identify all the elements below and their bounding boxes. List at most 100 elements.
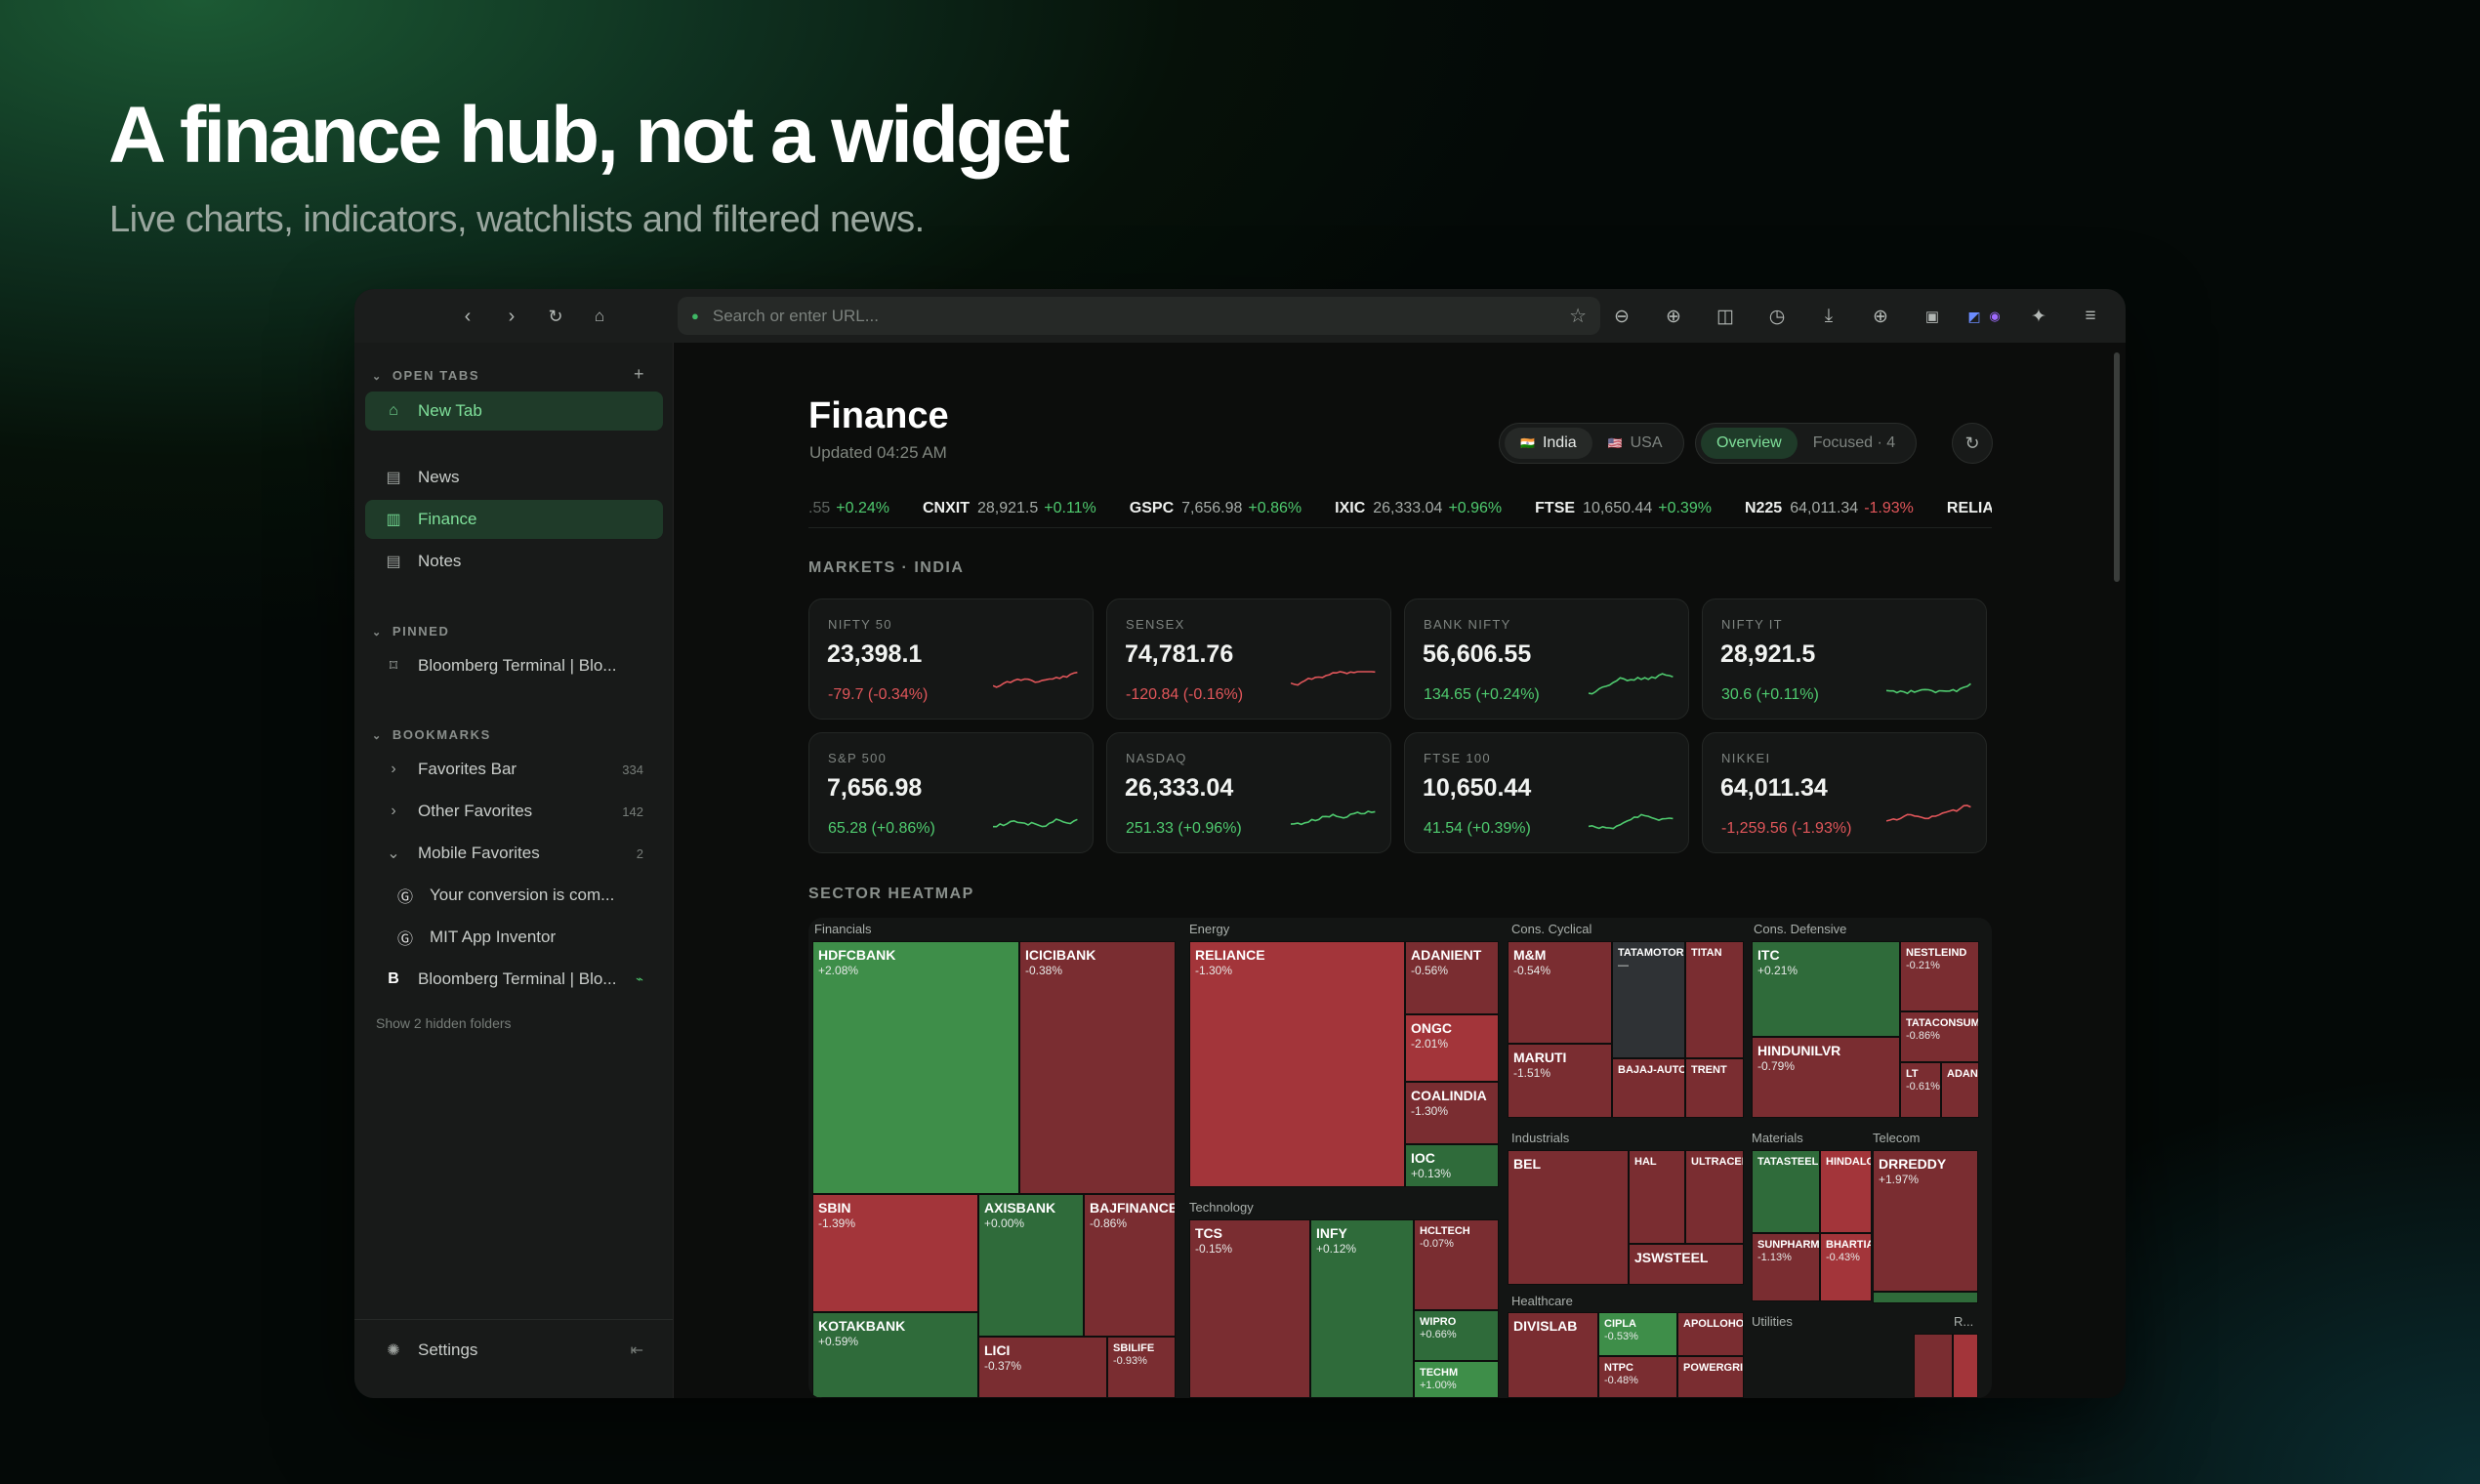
open-tabs-header[interactable]: ⌄ OPEN TABS xyxy=(372,368,479,383)
star-icon[interactable]: ☆ xyxy=(1569,306,1587,327)
heatmap-tile[interactable]: CIPLA -0.53% xyxy=(1598,1312,1677,1356)
history-icon[interactable]: ◷ xyxy=(1768,306,1786,327)
scrollbar[interactable] xyxy=(2114,352,2120,582)
bookmark-item[interactable]: Ⓖ Your conversion is com... xyxy=(365,876,663,915)
heatmap-tile[interactable]: BAJAJ-AUTO xyxy=(1612,1058,1685,1118)
heatmap-tile[interactable]: MARUTI -1.51% xyxy=(1508,1044,1612,1118)
heatmap-tile[interactable]: BHARTIARTL-0.43% xyxy=(1820,1233,1872,1301)
heatmap-tile[interactable]: NESTLEIND -0.21% xyxy=(1900,941,1979,1011)
url-bar[interactable]: ● Search or enter URL... ☆ xyxy=(678,297,1600,335)
heatmap-tile[interactable]: TECHM +1.00% xyxy=(1414,1361,1499,1398)
profile-icon[interactable]: ◉ xyxy=(1989,309,2001,323)
menu-icon[interactable]: ≡ xyxy=(2085,306,2096,326)
ticker-item[interactable]: N225 64,011.34 -1.93% xyxy=(1745,500,1914,517)
zoom-out-icon[interactable]: ⊖ xyxy=(1614,306,1630,327)
heatmap-tile[interactable]: SBILIFE -0.93% xyxy=(1107,1337,1176,1398)
heatmap-tile[interactable] xyxy=(1953,1334,1978,1398)
heatmap-tile[interactable] xyxy=(1873,1292,1978,1303)
tab-icon[interactable]: ▣ xyxy=(1924,309,1940,325)
market-card[interactable]: NIFTY 50 23,398.1 -79.7 (-0.34%) xyxy=(808,598,1094,720)
bookmark-bloomberg[interactable]: B Bloomberg Terminal | Blo... ⌁ xyxy=(365,960,663,999)
heatmap-tile[interactable]: TATASTEEL xyxy=(1752,1150,1820,1233)
region-usa[interactable]: 🇺🇸 USA xyxy=(1592,428,1678,459)
heatmap-tile[interactable]: INFY +0.12% xyxy=(1310,1219,1414,1398)
ticker-item[interactable]: CNXIT 28,921.5 +0.11% xyxy=(923,500,1096,517)
market-card[interactable]: NASDAQ 26,333.04 251.33 (+0.96%) xyxy=(1106,732,1391,853)
heatmap-tile[interactable]: AXISBANK +0.00% xyxy=(978,1194,1084,1337)
ticker-item[interactable]: GSPC 7,656.98 +0.86% xyxy=(1130,500,1302,517)
market-card[interactable]: FTSE 100 10,650.44 41.54 (+0.39%) xyxy=(1404,732,1689,853)
view-focused[interactable]: Focused · 4 xyxy=(1812,434,1896,451)
bookmark-folder-mobile-favorites[interactable]: ⌄ Mobile Favorites 2 xyxy=(365,834,663,873)
heatmap-tile[interactable]: DIVISLAB xyxy=(1508,1312,1598,1398)
heatmap-tile[interactable]: DRREDDY +1.97% xyxy=(1873,1150,1978,1292)
tab-news[interactable]: ▤ News xyxy=(365,458,663,497)
market-card[interactable]: NIKKEI 64,011.34 -1,259.56 (-1.93%) xyxy=(1702,732,1987,853)
bookmark-item[interactable]: Ⓖ MIT App Inventor xyxy=(365,918,663,957)
bookmark-folder-other-favorites[interactable]: › Other Favorites 142 xyxy=(365,792,663,831)
heatmap-tile[interactable]: TITAN xyxy=(1685,941,1744,1058)
heatmap-tile[interactable]: ULTRACEMCO xyxy=(1685,1150,1744,1244)
heatmap-tile[interactable]: ADANIENT -0.56% xyxy=(1405,941,1499,1014)
heatmap-tile[interactable]: HINDUNILVR -0.79% xyxy=(1752,1037,1900,1118)
heatmap-tile[interactable]: APOLLOHOSP xyxy=(1677,1312,1744,1356)
bookmark-folder-favorites-bar[interactable]: › Favorites Bar 334 xyxy=(365,750,663,789)
heatmap-tile[interactable]: IOC +0.13% xyxy=(1405,1144,1499,1187)
refresh-icon[interactable]: ↻ xyxy=(1952,423,1993,464)
forward-icon[interactable]: › xyxy=(508,305,516,327)
extensions-icon[interactable]: ✦ xyxy=(2031,306,2046,327)
market-card[interactable]: NIFTY IT 28,921.5 30.6 (+0.11%) xyxy=(1702,598,1987,720)
tab-notes[interactable]: ▤ Notes xyxy=(365,542,663,581)
add-tab-icon[interactable]: + xyxy=(634,364,644,384)
market-card[interactable]: SENSEX 74,781.76 -120.84 (-0.16%) xyxy=(1106,598,1391,720)
heatmap-tile[interactable]: TRENT xyxy=(1685,1058,1744,1118)
heatmap-tile[interactable]: LICI -0.37% xyxy=(978,1337,1107,1398)
settings-item[interactable]: ✺ Settings ⇤ xyxy=(365,1331,663,1370)
heatmap-tile[interactable]: HDFCBANK +2.08% xyxy=(812,941,1019,1194)
region-india[interactable]: 🇮🇳 India xyxy=(1505,428,1592,459)
heatmap-tile[interactable]: TCS -0.15% xyxy=(1189,1219,1310,1398)
tab-finance[interactable]: ▥ Finance xyxy=(365,500,663,539)
heatmap-tile[interactable]: HINDALCO xyxy=(1820,1150,1872,1233)
zoom-in-icon[interactable]: ⊕ xyxy=(1666,306,1681,327)
heatmap-tile[interactable]: BAJFINANCE -0.86% xyxy=(1084,1194,1176,1337)
tab-new-tab[interactable]: ⌂ New Tab xyxy=(365,392,663,431)
pinned-item-bloomberg[interactable]: ⌑ Bloomberg Terminal | Blo... xyxy=(365,646,663,685)
heatmap-tile[interactable]: JSWSTEEL xyxy=(1629,1244,1744,1285)
bookmarks-header[interactable]: ⌄ BOOKMARKS xyxy=(372,727,491,742)
translate-icon[interactable]: ◩ xyxy=(1967,308,1981,324)
pinned-header[interactable]: ⌄ PINNED xyxy=(372,624,450,639)
heatmap-tile[interactable]: LT -0.61% xyxy=(1900,1062,1941,1118)
heatmap-tile[interactable]: BEL xyxy=(1508,1150,1629,1285)
heatmap-tile[interactable]: RELIANCE -1.30% xyxy=(1189,941,1405,1187)
view-overview[interactable]: Overview xyxy=(1701,428,1798,459)
ticker-item[interactable]: RELIANCE xyxy=(1947,500,1992,517)
market-card[interactable]: S&P 500 7,656.98 65.28 (+0.86%) xyxy=(808,732,1094,853)
heatmap-tile[interactable]: TATACONSUM -0.86% xyxy=(1900,1011,1979,1062)
heatmap-tile[interactable]: ITC +0.21% xyxy=(1752,941,1900,1037)
heatmap-tile[interactable]: ONGC -2.01% xyxy=(1405,1014,1499,1082)
heatmap-tile[interactable] xyxy=(1914,1334,1953,1398)
heatmap-tile[interactable]: HCLTECH -0.07% xyxy=(1414,1219,1499,1310)
ticker-item[interactable]: .55 +0.24% xyxy=(808,500,889,517)
heatmap-tile[interactable]: WIPRO +0.66% xyxy=(1414,1310,1499,1361)
heatmap-tile[interactable]: POWERGRID xyxy=(1677,1356,1744,1398)
ticker-item[interactable]: FTSE 10,650.44 +0.39% xyxy=(1535,500,1712,517)
show-hidden-folders[interactable]: Show 2 hidden folders xyxy=(376,1015,512,1031)
download-icon[interactable]: ⤓ xyxy=(1824,306,1834,326)
collapse-sidebar-icon[interactable]: ⇤ xyxy=(630,1342,643,1359)
heatmap-tile[interactable]: ADANIPORTS xyxy=(1941,1062,1979,1118)
add-icon[interactable]: ⊕ xyxy=(1873,306,1888,327)
heatmap-tile[interactable]: M&M -0.54% xyxy=(1508,941,1612,1044)
heatmap-tile[interactable]: ICICIBANK -0.38% xyxy=(1019,941,1176,1194)
market-card[interactable]: BANK NIFTY 56,606.55 134.65 (+0.24%) xyxy=(1404,598,1689,720)
heatmap-tile[interactable]: NTPC -0.48% xyxy=(1598,1356,1677,1398)
heatmap-tile[interactable]: TATAMOTORS — xyxy=(1612,941,1685,1058)
back-icon[interactable]: ‹ xyxy=(464,305,472,327)
heatmap-tile[interactable]: SBIN -1.39% xyxy=(812,1194,978,1312)
pin-icon[interactable]: ⌁ xyxy=(636,971,643,986)
reload-icon[interactable]: ↻ xyxy=(548,306,563,326)
heatmap-tile[interactable]: SUNPHARMA-1.13% xyxy=(1752,1233,1820,1301)
split-view-icon[interactable]: ◫ xyxy=(1716,306,1734,327)
heatmap-tile[interactable]: HAL xyxy=(1629,1150,1685,1244)
